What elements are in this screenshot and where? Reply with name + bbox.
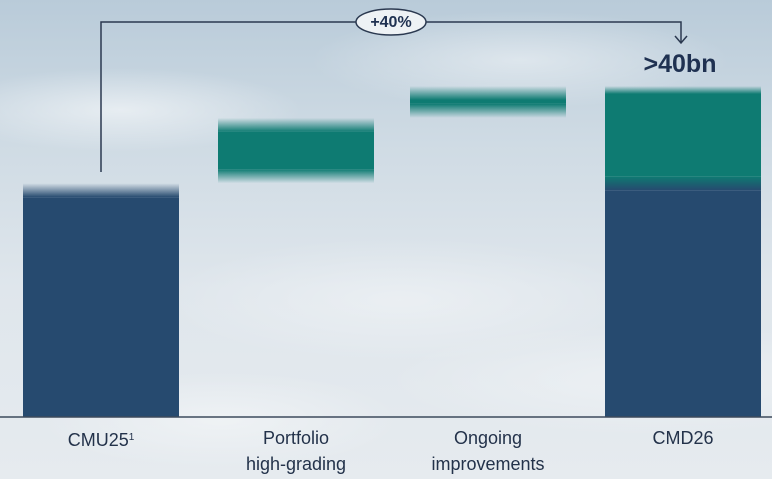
bar-fade-top-ongoing-improvements [410,86,566,100]
bar-fade-bottom-ongoing-improvements [410,103,566,118]
bar-blend-cmd26 [605,176,761,191]
category-label-portfolio-high-grading: Portfolio high-grading [216,425,376,477]
bar-fade-bottom-portfolio-high-grading [218,169,374,184]
growth-label: +40% [370,14,412,31]
growth-ellipse [355,8,427,36]
category-label-line: CMD26 [652,428,714,448]
bar-cmu25 [23,197,179,417]
category-label-line: high-grading [245,454,347,474]
category-label-cmd26: CMD26 [603,425,763,451]
footnote-marker: 1 [128,432,135,443]
total-value-label: >40bn [643,50,717,78]
bar-portfolio-high-grading [218,131,374,170]
category-label-line: CMU25 [67,430,129,450]
bar-increase-cmd26 [605,94,761,177]
bar-fade-top-cmd26 [605,86,761,94]
bar-fade-cmu25 [23,183,179,198]
category-label-ongoing-improvements: Ongoing improvements [408,425,568,477]
growth-bracket [100,21,682,172]
growth-arrowhead-icon [674,35,688,45]
bar-base-cmd26 [605,190,761,417]
category-label-line: Ongoing [453,428,523,448]
category-label-line: Portfolio [262,428,330,448]
category-label-cmu25: CMU251 [21,425,181,453]
category-label-line: improvements [431,454,545,474]
bar-ongoing-improvements [410,100,566,104]
bar-fade-top-portfolio-high-grading [218,117,374,132]
